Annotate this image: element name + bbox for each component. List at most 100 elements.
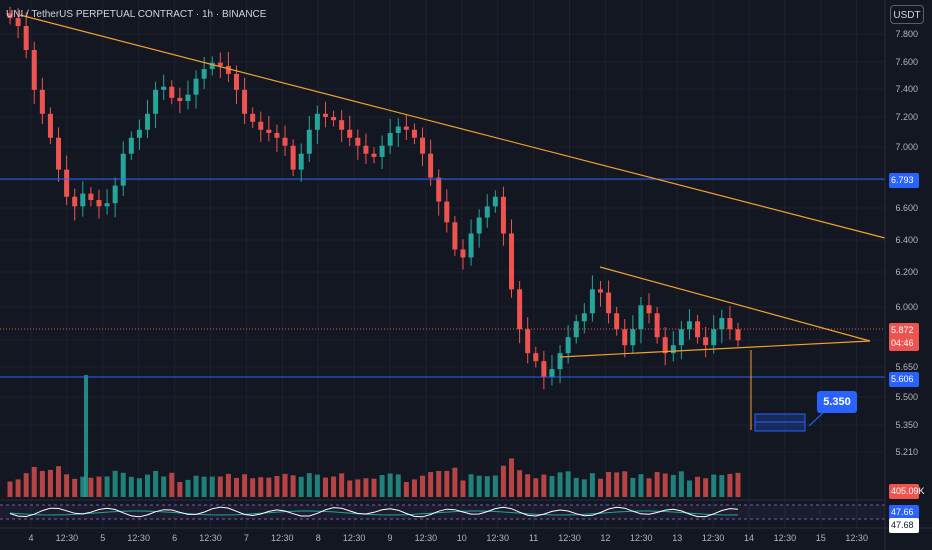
candle-body [517,289,523,330]
candlestick-series [7,6,741,390]
current-price-label: 5.872 [889,323,919,338]
volume-bar [444,470,450,497]
volume-bar [193,475,199,497]
volume-bar [638,474,644,497]
volume-bar [387,473,393,497]
candle-body [193,78,199,95]
time-tick-label: 12:30 [630,533,653,543]
candle-body [185,94,191,102]
resistance-price-label: 6.793 [889,173,919,188]
candle-body [646,305,652,314]
volume-bar [565,471,571,497]
volume-bar [331,476,337,497]
candle-body [379,145,385,157]
rsi-pane [0,499,885,520]
candle-body [128,137,134,154]
candle-body [15,18,21,27]
candle-body [411,129,417,138]
candle-body [387,132,393,146]
volume-bar [509,458,515,497]
candle-body [145,113,151,130]
time-tick-label: 15 [816,533,826,543]
volume-bar [460,480,466,497]
volume-bar [452,467,458,497]
price-tick-label: 7.800 [895,29,918,39]
candle-body [7,13,13,19]
candle-body [452,222,458,250]
time-tick-label: 12:30 [558,533,581,543]
volume-bar [581,479,587,497]
time-tick-label: 12:30 [845,533,868,543]
candle-body [161,86,167,90]
volume-bar [96,476,102,497]
candle-body [112,185,118,204]
price-tick-label: 6.000 [895,302,918,312]
volume-bar [646,478,652,497]
candle-body [436,177,442,202]
candle-body [56,137,62,170]
price-tick-label: 7.000 [895,142,918,152]
symbol-title: UNI / TetherUS PERPETUAL CONTRACT · 1h ·… [6,9,267,20]
time-axis: 4 12:30 5 12:30 6 12:30 7 12:30 8 12:30 9 12:30 10 12… [0,527,932,543]
candle-body [371,153,377,157]
price-tick-label: 5.350 [895,420,918,430]
volume-bar [161,476,167,497]
volume-bar [735,472,741,497]
rsi-ma-line [9,510,739,516]
volume-bar [347,480,353,497]
volume-bar [606,471,612,497]
volume-bar [23,473,29,497]
price-tick-label: 6.200 [895,267,918,277]
candle-body [298,153,304,170]
time-tick-label: 12:30 [199,533,222,543]
volume-bar [670,474,676,497]
target-price-callout[interactable]: 5.350 [817,391,857,413]
time-tick-label: 12:30 [343,533,366,543]
chart-drawings [0,14,886,432]
volume-bar [517,470,523,497]
candle-body [355,137,361,146]
volume-bar [573,477,579,497]
candle-body [290,145,296,170]
candle-body [395,126,401,133]
volume-bar [686,480,692,497]
support-price-label: 5.606 [889,372,919,387]
volume-bar [31,466,37,497]
volume-bar [711,474,717,497]
currency-button[interactable]: USDT [890,5,924,24]
volume-bar [403,482,409,497]
candle-body [242,89,248,114]
candle-body [363,145,369,154]
candle-body [266,129,272,133]
volume-bar [15,479,21,497]
candle-body [153,89,159,114]
volume-bar [80,476,86,497]
volume-bar [185,479,191,497]
time-tick-label: 14 [744,533,754,543]
candle-body [347,129,353,138]
candle-body [670,345,676,354]
volume-bar [136,478,142,497]
candle-body [72,196,78,207]
candle-body [460,249,466,258]
volume-bar [201,476,207,497]
candle-body [565,337,571,354]
candle-body [88,193,94,200]
volume-bar [233,477,239,497]
candle-body [96,199,102,207]
volume-bar [128,476,134,497]
candle-body [509,233,515,290]
volume-bar [217,476,223,497]
candle-body [630,329,636,346]
candle-body [557,353,563,370]
candle-body [622,329,628,346]
rsi-value-label: 47.66 [889,505,919,520]
volume-bar [153,470,159,497]
volume-bar [371,478,377,497]
rsi-ma-label: 47.68 [889,518,919,533]
descending-trendline [19,14,886,239]
candle-body [282,137,288,146]
